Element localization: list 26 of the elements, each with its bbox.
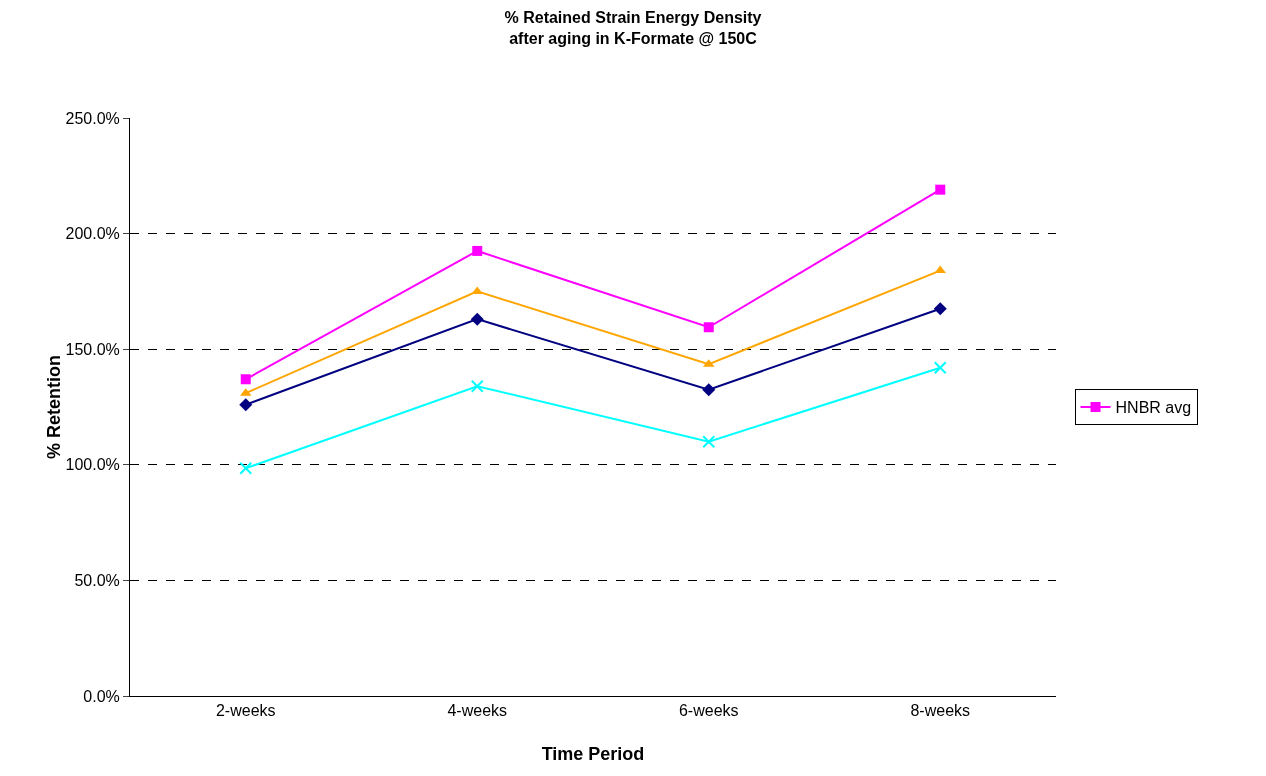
y-axis-title: % Retention	[43, 354, 64, 460]
point	[703, 322, 714, 333]
y-tick-label: 250.0%	[65, 109, 120, 127]
point	[935, 184, 946, 195]
point	[702, 435, 716, 449]
point	[470, 379, 484, 393]
point	[239, 461, 253, 475]
point	[240, 374, 251, 385]
y-tick-label: 50.0%	[74, 572, 120, 589]
point	[239, 398, 253, 412]
y-tick-label: 100.0%	[65, 456, 120, 474]
x-tick-label: 4-weeks	[447, 702, 508, 720]
point	[702, 383, 716, 397]
x-tick-label: 2-weeks	[215, 702, 276, 720]
y-tick-label: 150.0%	[65, 340, 120, 358]
y-tick-label: 0.0%	[83, 687, 120, 705]
x-tick-label: 6-weeks	[678, 702, 739, 720]
point	[470, 312, 484, 326]
chart-title: % Retained Strain Energy Density after aging in K-Formate @ 150C	[504, 9, 762, 48]
x-axis-title: Time Period	[541, 744, 645, 764]
point	[933, 302, 947, 316]
legend-label: HNBR avg	[1115, 399, 1192, 417]
y-tick-label: 200.0%	[65, 225, 120, 243]
x-tick-label: 8-weeks	[910, 702, 971, 720]
point	[933, 361, 947, 375]
point	[472, 245, 483, 256]
